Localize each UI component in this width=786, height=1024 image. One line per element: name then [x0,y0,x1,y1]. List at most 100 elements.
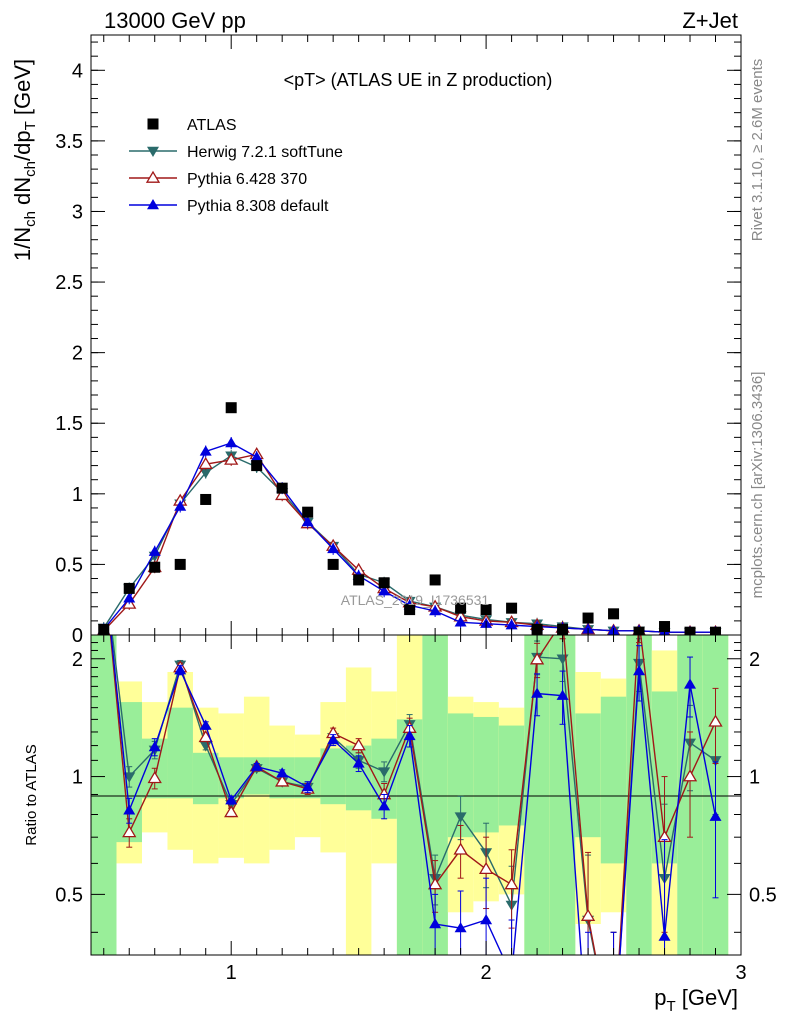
series-point [199,468,212,479]
ratio-point [682,769,698,782]
rivet-info: Rivet 3.1.10, ≥ 2.6M events [749,59,766,242]
data-point [225,402,237,414]
ratio-point [478,861,494,875]
ratio-point [378,800,391,811]
ratio-point [633,665,646,676]
ratio-point [708,714,723,727]
legend-marker [145,170,161,183]
ratio-point [250,760,263,771]
ratio-point [276,767,289,778]
band-green [320,748,346,805]
ratio-tick-label: 1 [749,767,760,789]
ratio-point [301,781,314,792]
legend: ATLAS Herwig 7.2.1 softTune Pythia 6.428 3… [129,117,343,215]
ratio-point [98,558,110,568]
ratio-tick-label: 1 [72,767,83,789]
data-point [353,574,365,586]
data-point [251,460,263,472]
ratio-point [529,652,545,665]
data-point [123,582,135,594]
header-left: 13000 GeV pp [104,8,246,33]
x-tick-label: 2 [481,962,492,984]
y-tick-label: 0 [72,625,83,647]
series-point [224,452,239,465]
ratio-frame [90,634,742,956]
y-tick-label: 1 [72,484,83,506]
ratio-point [199,719,212,730]
data-point [302,506,314,518]
watermark: ATLAS_2019_I1736531 [341,592,490,608]
legend-label: Pythia 8.308 default [187,198,329,215]
ratio-point [98,558,110,568]
band-green [473,716,499,833]
ratio-point [199,741,212,752]
ratio-panel: 0.5 0.5 1 1 2 2 Ratio to ATLAS [23,558,777,980]
header-right: Z+Jet [682,8,738,33]
data-point [659,621,671,633]
data-point [276,482,288,494]
ratio-point [351,738,366,751]
ratio-point [122,825,137,838]
series-point [199,445,212,456]
data-point [608,608,620,620]
y-tick-label: 2.5 [55,272,83,294]
ratio-point [506,970,518,980]
data-point [200,493,212,505]
ratio-point [556,689,569,700]
y-tick-label: 4 [72,60,83,82]
series-point [505,619,518,630]
ratio-point [531,687,544,698]
ratio-point [225,794,238,805]
series-point [148,545,161,556]
series-point [301,516,314,527]
y-tick-label: 1.5 [55,413,83,435]
ratio-point [429,918,442,929]
ratio-point [327,734,340,745]
ratio-point [378,767,391,778]
y-axis-label: 1/Nch dNch/dpT [GeV] [10,59,39,261]
data-point [327,558,339,570]
ratio-point [174,664,187,675]
ratio-point [580,908,596,921]
series-point [174,500,187,511]
x-tick-label: 1 [226,962,237,984]
y-tick-label: 3.5 [55,131,83,153]
data-point [582,612,594,624]
data-point [506,602,518,614]
series-point [327,542,340,554]
ratio-tick-label: 2 [749,649,760,671]
ratio-point [453,842,468,855]
ratio-y-label: Ratio to ATLAS [23,744,40,845]
ratio-tick-label: 2 [72,649,83,671]
band-green [91,635,117,955]
ratio-point [148,741,161,752]
series-point [123,592,136,603]
ratio-point [147,770,162,784]
ratio-point [224,805,239,818]
data-point [404,604,416,616]
ratio-point [123,804,136,815]
legend-marker [147,118,159,130]
data-point [378,577,390,589]
series-point [378,585,391,596]
legend-label: Herwig 7.2.1 softTune [187,144,343,161]
band-green [167,707,193,799]
mcplots-info: mcplots.cern.ch [arXiv:1306.3436] [749,372,766,599]
ratio-point [454,922,467,933]
x-axis-label: pT [GeV] [654,985,738,1015]
ratio-point [427,877,443,890]
band-green [600,696,627,864]
band-green [396,719,423,955]
ratio-point [454,812,467,823]
series-point [250,451,263,462]
ratio-tick-label: 0.5 [749,884,777,906]
y-tick-label: 2 [72,343,83,365]
data-point [174,558,186,570]
chart-title: <pT> (ATLAS UE in Z production) [284,70,553,90]
data-point [429,574,441,586]
series-point [198,456,213,470]
top-panel: 0 0.5 1 1.5 2 2.5 3 3.5 4 <pT> (ATLAS UE in Z pr… [10,34,742,647]
ratio-tick-label: 0.5 [55,884,83,906]
legend-label: Pythia 6.428 370 [187,171,307,188]
